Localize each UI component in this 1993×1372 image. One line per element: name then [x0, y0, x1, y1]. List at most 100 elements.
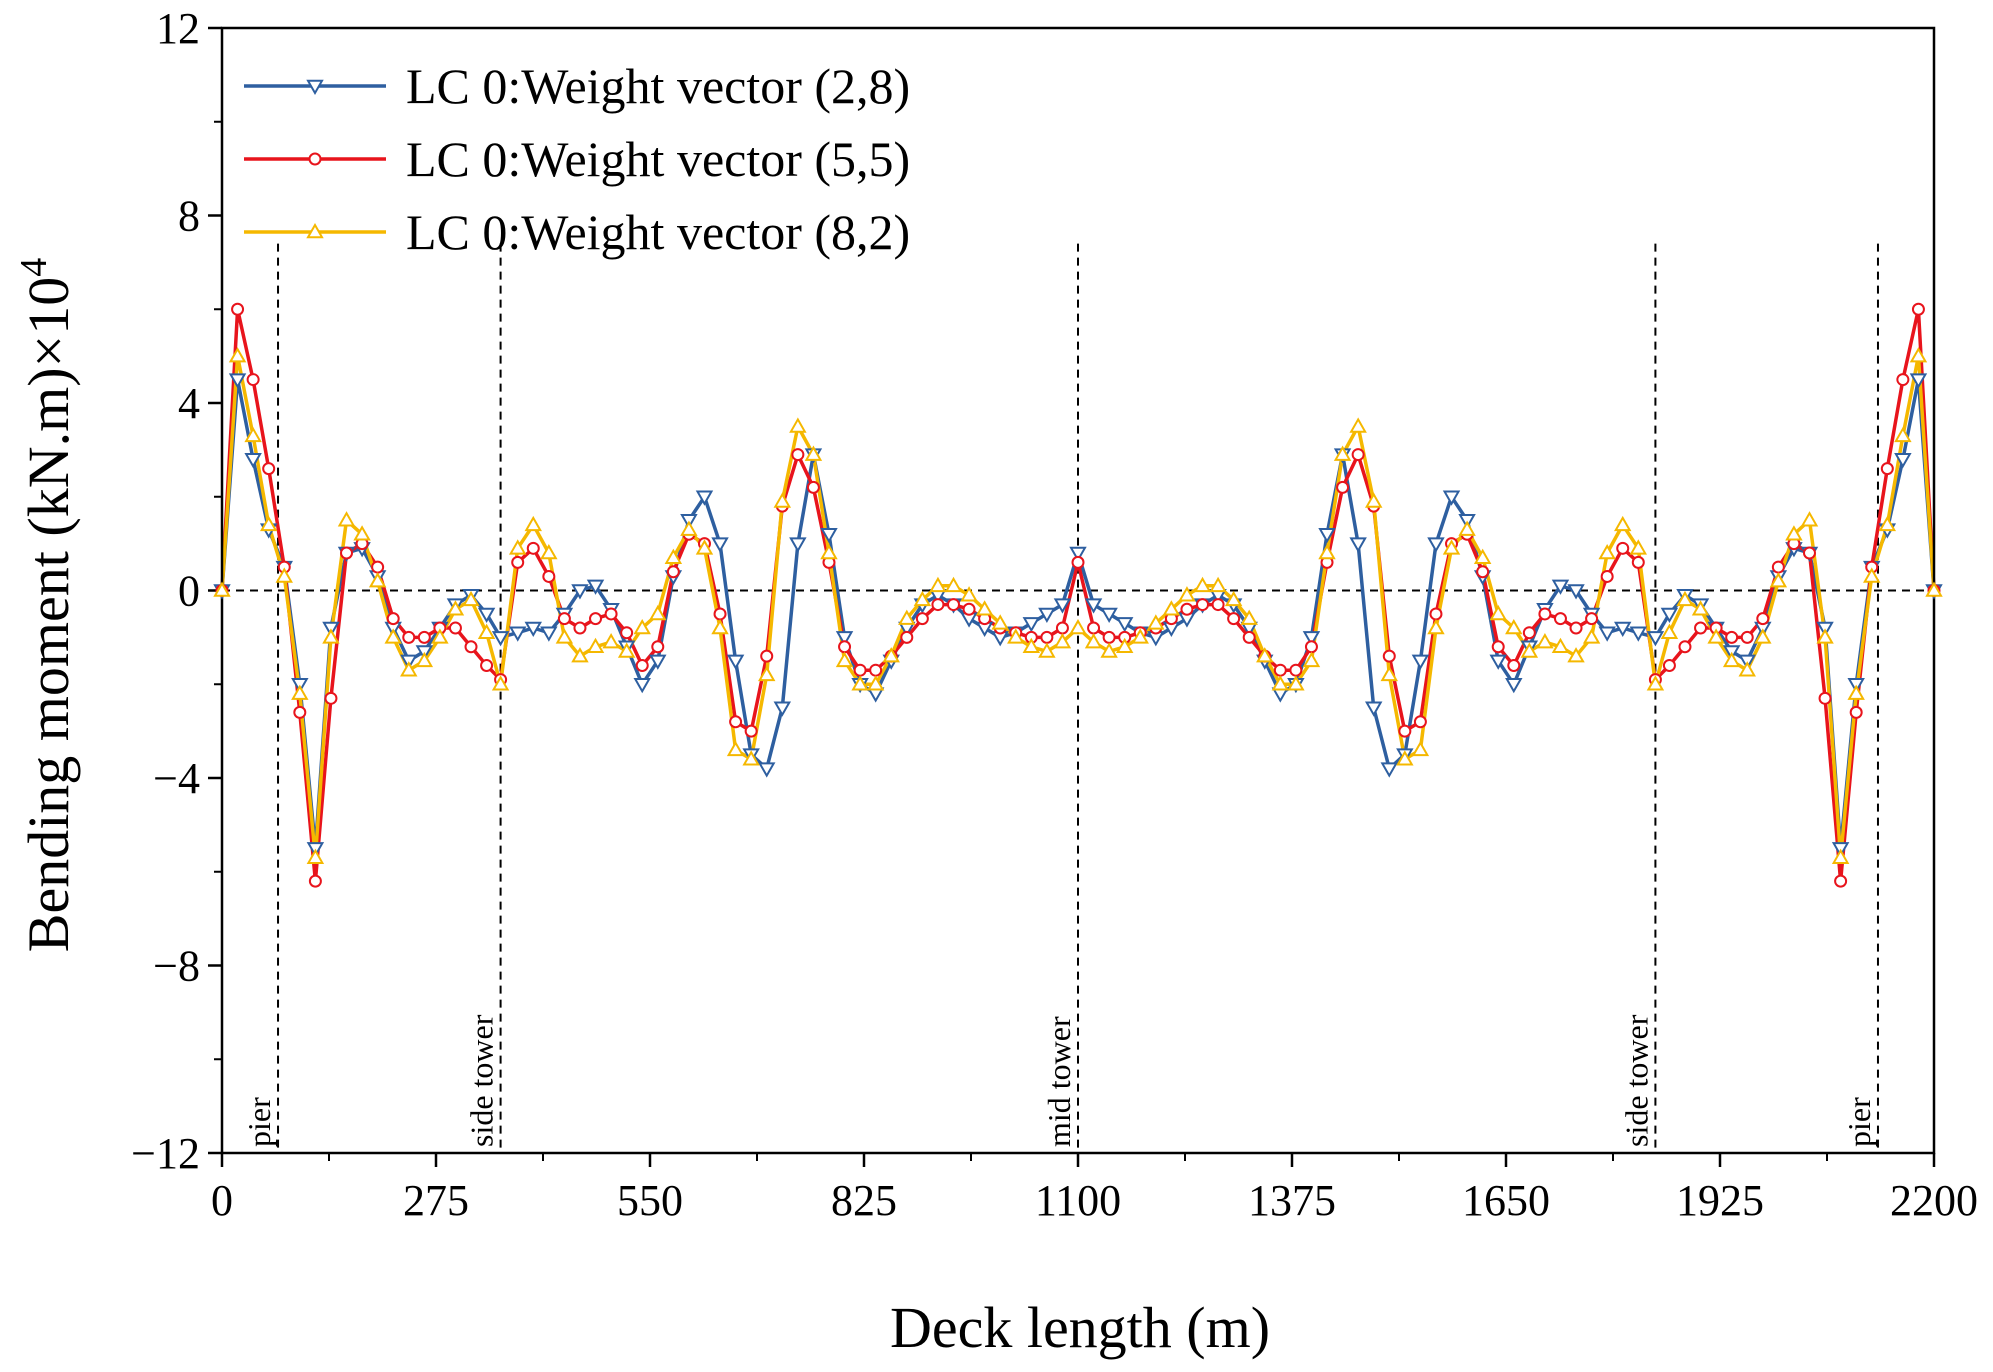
- series-2-point: [586, 637, 605, 653]
- series-2-point: [1894, 426, 1912, 443]
- x-tick-label: 1925: [1676, 1176, 1764, 1225]
- series-1-point: [853, 663, 867, 677]
- series-0-point: [1489, 654, 1507, 670]
- series-2-point: [1769, 572, 1788, 588]
- series-2-point: [1691, 600, 1710, 616]
- series-1-point: [262, 462, 276, 476]
- legend-marker-1: [308, 152, 322, 166]
- series-2-point: [1878, 515, 1897, 532]
- legend-entry-1: LC 0:Weight vector (5,5): [406, 131, 910, 187]
- series-2-point: [1722, 651, 1741, 668]
- series-0-point: [1411, 654, 1430, 670]
- series-0-point: [726, 654, 745, 670]
- series-2-point: [1178, 586, 1196, 602]
- series-2-point: [446, 600, 465, 616]
- series-1-point: [1756, 612, 1770, 626]
- series-2-point: [1396, 750, 1414, 766]
- series-1-point: [542, 569, 556, 583]
- series-2-point: [726, 740, 745, 757]
- series-0-point: [1909, 373, 1928, 389]
- series-2-point: [477, 623, 496, 639]
- series-2-point: [1007, 628, 1025, 644]
- series-0-point: [649, 654, 667, 670]
- series-2-point: [1614, 515, 1632, 532]
- series-2-point: [960, 586, 978, 602]
- series-0-point: [835, 631, 854, 647]
- series-2-point: [1427, 618, 1445, 635]
- series-2-point: [322, 628, 340, 644]
- series-1-point: [1476, 565, 1490, 579]
- series-1-point: [1880, 462, 1894, 476]
- series-2-point: [213, 581, 231, 597]
- series-0-point: [571, 584, 589, 600]
- series-1-point: [464, 640, 478, 654]
- series-1-point: [1211, 598, 1225, 612]
- series-0-point: [1053, 598, 1072, 614]
- series-2-point: [758, 665, 776, 682]
- series-2-point: [929, 576, 947, 593]
- series-2-point: [1162, 600, 1181, 616]
- series-1-point: [448, 621, 462, 635]
- series-2-point: [275, 567, 293, 583]
- series-1-point: [1336, 480, 1350, 494]
- series-2-point: [1505, 618, 1523, 635]
- legend-entry-0: LC 0:Weight vector (2,8): [406, 58, 910, 114]
- series-0-point: [244, 453, 262, 469]
- series-2-point: [291, 684, 309, 700]
- series-2-point: [1131, 628, 1149, 644]
- y-tick-label: 8: [178, 192, 200, 241]
- x-tick-label: 2200: [1890, 1176, 1978, 1225]
- series-2-point: [1847, 684, 1865, 700]
- series-1-point: [1631, 555, 1645, 569]
- series-1-point: [308, 874, 322, 888]
- series-1-point: [635, 659, 649, 672]
- series-2-point: [384, 628, 402, 644]
- series-1-point: [962, 602, 976, 616]
- legend-entry-2: LC 0:Weight vector (8,2): [406, 204, 910, 260]
- series-0-point: [524, 621, 542, 638]
- series-0-point: [1567, 584, 1585, 600]
- series-0-point: [1100, 607, 1118, 623]
- series-1-point: [324, 691, 338, 705]
- series-1-point: [557, 612, 571, 626]
- series-2-point: [368, 572, 387, 588]
- series-2-point: [1193, 576, 1212, 593]
- series-2-point: [664, 548, 683, 564]
- series-0-point: [1646, 631, 1665, 647]
- series-2-point: [1287, 675, 1305, 691]
- series-1-point: [526, 541, 540, 555]
- series-1-point: [1398, 724, 1412, 738]
- series-1-point: [417, 630, 431, 644]
- series-0-point: [1629, 626, 1648, 642]
- series-2-point: [400, 661, 418, 677]
- series-2-point: [1909, 347, 1928, 363]
- series-1-point: [1351, 448, 1365, 462]
- series-1-point: [402, 630, 416, 644]
- series-1-point: [1818, 691, 1832, 705]
- series-0-point: [1069, 546, 1087, 563]
- y-axis-title-main: Bending moment (kN.m)×10: [16, 277, 81, 952]
- series-0-point: [1349, 537, 1367, 553]
- series-1-point: [791, 448, 805, 462]
- series-2-point: [1038, 642, 1056, 658]
- series-1-point: [480, 659, 494, 672]
- series-1-point: [340, 546, 354, 560]
- series-1-point: [1834, 874, 1848, 888]
- series-2-point: [1458, 520, 1476, 536]
- series-1-point: [1242, 630, 1256, 644]
- series-2-point: [866, 675, 885, 691]
- series-2-point: [1676, 590, 1694, 607]
- series-1-point: [604, 607, 618, 621]
- series-1-point: [1304, 640, 1318, 654]
- series-2-point: [1115, 637, 1134, 653]
- series-1-point: [806, 480, 820, 494]
- series-0-point: [1302, 631, 1321, 647]
- series-2-point: [1551, 637, 1570, 653]
- series-1-point: [1087, 621, 1101, 635]
- series-1-point: [1522, 626, 1536, 640]
- series-0-point: [758, 762, 776, 778]
- series-1-point: [760, 649, 774, 663]
- series-2-point: [695, 539, 714, 555]
- series-0-point: [1115, 617, 1134, 633]
- reference-label-4: pier: [1841, 1097, 1877, 1147]
